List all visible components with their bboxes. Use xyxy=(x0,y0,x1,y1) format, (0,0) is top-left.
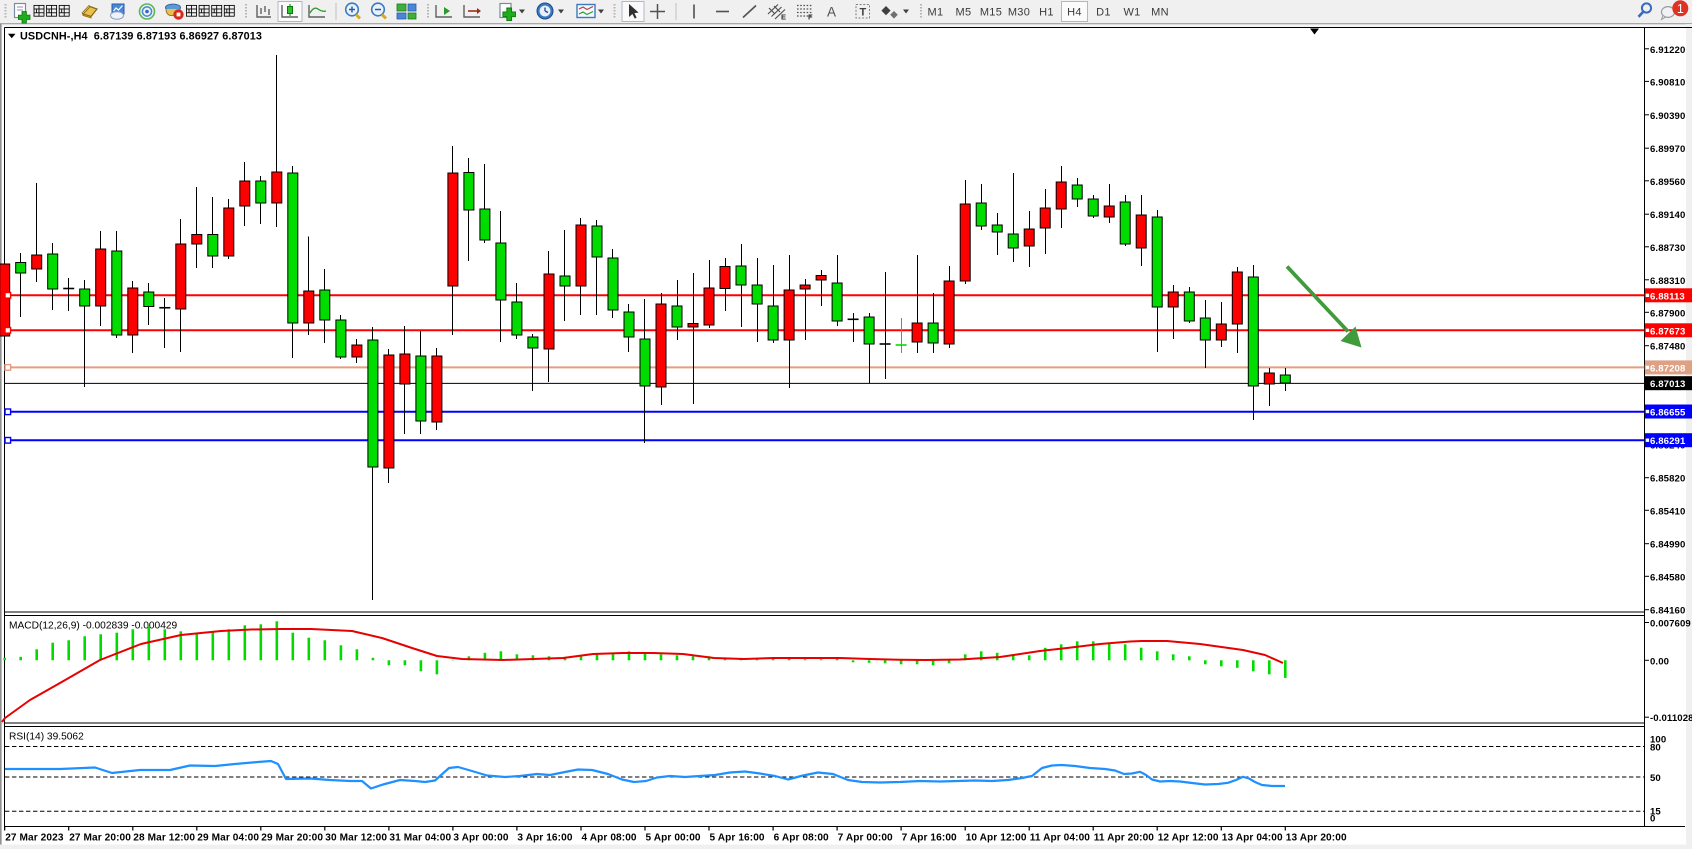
svg-text:6.90390: 6.90390 xyxy=(1650,111,1685,122)
svg-text:USDCNH-,H4 6.87139 6.87193 6.: USDCNH-,H4 6.87139 6.87193 6.86927 6.870… xyxy=(20,30,262,42)
svg-text:RSI(14) 39.5062: RSI(14) 39.5062 xyxy=(9,732,84,743)
svg-text:80: 80 xyxy=(1650,743,1661,754)
svg-text:6.89560: 6.89560 xyxy=(1650,177,1685,188)
svg-text:6.87013: 6.87013 xyxy=(1650,379,1685,390)
svg-text:M5: M5 xyxy=(956,7,972,19)
svg-text:11 Apr 04:00: 11 Apr 04:00 xyxy=(1030,833,1091,844)
svg-text:6.84580: 6.84580 xyxy=(1650,572,1685,583)
svg-text:MACD(12,26,9) -0.002839 -0.000: MACD(12,26,9) -0.002839 -0.000429 xyxy=(9,621,178,632)
svg-text:6.90810: 6.90810 xyxy=(1650,77,1685,88)
svg-text:27 Mar 2023: 27 Mar 2023 xyxy=(5,833,64,844)
svg-text:T: T xyxy=(860,7,867,19)
svg-text:11 Apr 20:00: 11 Apr 20:00 xyxy=(1094,833,1155,844)
svg-text:M15: M15 xyxy=(980,7,1002,19)
svg-text:29 Mar 20:00: 29 Mar 20:00 xyxy=(261,833,323,844)
svg-text:100: 100 xyxy=(1650,735,1666,746)
svg-text:13 Apr 04:00: 13 Apr 04:00 xyxy=(1222,833,1283,844)
svg-text:6 Apr 08:00: 6 Apr 08:00 xyxy=(774,833,829,844)
svg-text:6.85820: 6.85820 xyxy=(1650,474,1685,485)
svg-text:M30: M30 xyxy=(1008,7,1030,19)
svg-text:0.007609: 0.007609 xyxy=(1650,619,1691,630)
svg-text:6.89970: 6.89970 xyxy=(1650,144,1685,155)
svg-text:H1: H1 xyxy=(1039,7,1054,19)
svg-text:6.88310: 6.88310 xyxy=(1650,276,1685,287)
svg-text:7 Apr 16:00: 7 Apr 16:00 xyxy=(902,833,957,844)
svg-text:50: 50 xyxy=(1650,773,1661,784)
svg-text:D1: D1 xyxy=(1096,7,1111,19)
svg-text:E: E xyxy=(781,13,786,22)
svg-text:15: 15 xyxy=(1650,807,1661,818)
svg-text:5 Apr 16:00: 5 Apr 16:00 xyxy=(710,833,765,844)
svg-text:6.87208: 6.87208 xyxy=(1650,363,1686,374)
svg-text:6.91220: 6.91220 xyxy=(1650,45,1685,56)
svg-text:27 Mar 20:00: 27 Mar 20:00 xyxy=(69,833,131,844)
svg-text:H4: H4 xyxy=(1067,7,1082,19)
svg-text:6.84160: 6.84160 xyxy=(1650,606,1685,617)
svg-text:13 Apr 20:00: 13 Apr 20:00 xyxy=(1286,833,1347,844)
svg-text:7 Apr 00:00: 7 Apr 00:00 xyxy=(838,833,893,844)
svg-text:6.85410: 6.85410 xyxy=(1650,506,1685,517)
svg-text:4 Apr 08:00: 4 Apr 08:00 xyxy=(582,833,637,844)
svg-text:6.87673: 6.87673 xyxy=(1650,326,1685,337)
svg-text:W1: W1 xyxy=(1123,7,1140,19)
svg-text:5 Apr 00:00: 5 Apr 00:00 xyxy=(646,833,701,844)
svg-text:-0.011028: -0.011028 xyxy=(1650,713,1692,724)
svg-text:28 Mar 12:00: 28 Mar 12:00 xyxy=(133,833,195,844)
svg-text:10 Apr 12:00: 10 Apr 12:00 xyxy=(966,833,1027,844)
svg-text:F: F xyxy=(808,13,813,22)
svg-text:0: 0 xyxy=(1650,814,1655,825)
svg-text:A: A xyxy=(827,5,836,20)
svg-text:6.86291: 6.86291 xyxy=(1650,436,1686,447)
svg-text:30 Mar 12:00: 30 Mar 12:00 xyxy=(325,833,387,844)
svg-text:6.89140: 6.89140 xyxy=(1650,210,1685,221)
svg-text:MN: MN xyxy=(1151,7,1169,19)
svg-text:0.00: 0.00 xyxy=(1650,656,1669,667)
svg-text:3 Apr 16:00: 3 Apr 16:00 xyxy=(517,833,572,844)
svg-text:31 Mar 04:00: 31 Mar 04:00 xyxy=(389,833,451,844)
svg-text:1: 1 xyxy=(1677,2,1684,16)
svg-text:3 Apr 00:00: 3 Apr 00:00 xyxy=(453,833,508,844)
svg-text:29 Mar 04:00: 29 Mar 04:00 xyxy=(197,833,259,844)
svg-text:M1: M1 xyxy=(928,7,944,19)
svg-text:6.86655: 6.86655 xyxy=(1650,408,1686,419)
svg-text:6.88113: 6.88113 xyxy=(1650,291,1685,302)
svg-text:6.88730: 6.88730 xyxy=(1650,243,1685,254)
svg-text:6.84990: 6.84990 xyxy=(1650,540,1685,551)
svg-text:6.87480: 6.87480 xyxy=(1650,342,1685,353)
svg-text:6.87900: 6.87900 xyxy=(1650,308,1685,319)
svg-text:12 Apr 12:00: 12 Apr 12:00 xyxy=(1158,833,1219,844)
